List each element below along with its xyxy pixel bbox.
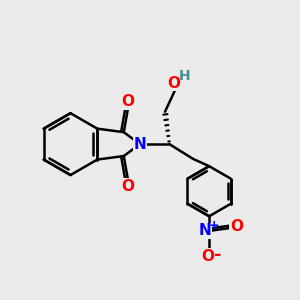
Text: O: O — [230, 219, 243, 234]
Text: O: O — [122, 94, 135, 110]
Text: +: + — [208, 219, 219, 232]
Text: O: O — [201, 249, 214, 264]
Text: N: N — [198, 224, 211, 238]
Text: -: - — [214, 246, 221, 264]
Text: O: O — [167, 76, 180, 91]
Text: N: N — [134, 136, 146, 152]
Text: H: H — [179, 69, 190, 83]
Text: O: O — [122, 179, 135, 194]
